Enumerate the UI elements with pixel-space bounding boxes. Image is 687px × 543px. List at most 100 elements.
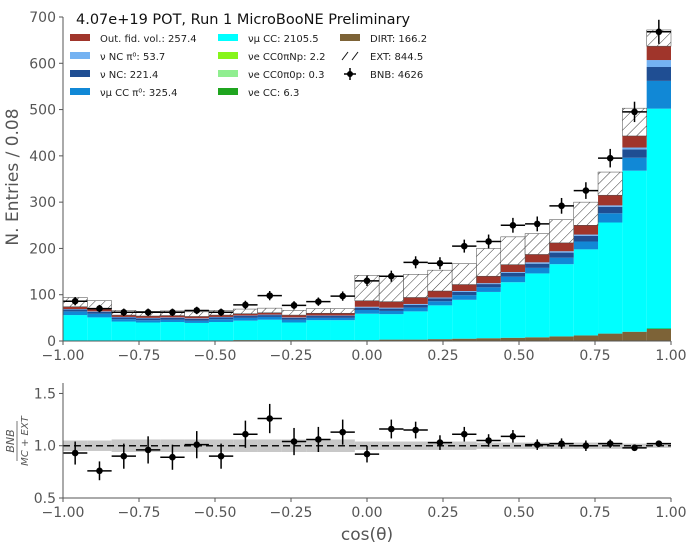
bar-5-3 (135, 317, 161, 319)
bar-3-0 (63, 311, 88, 316)
data-point (452, 239, 477, 253)
bar-6-16 (452, 284, 477, 292)
bar-0-17 (476, 338, 501, 341)
bar-4-11 (330, 316, 355, 318)
bar-6-21 (573, 225, 599, 235)
bar-4-18 (500, 272, 526, 277)
series-3 (63, 80, 671, 323)
bar-6-9 (281, 315, 307, 318)
bar-4-9 (281, 317, 307, 320)
band-segment (257, 439, 282, 452)
bar-4-24 (646, 66, 671, 81)
bar-5-19 (525, 262, 550, 264)
bar-4-12 (354, 307, 380, 310)
legend-swatch (340, 34, 360, 41)
x-tick-label: 0.75 (579, 348, 610, 364)
bar-6-24 (646, 46, 671, 61)
bar-2-18 (500, 282, 526, 338)
bar-3-16 (452, 295, 477, 300)
bar-2-8 (257, 319, 282, 341)
bar-0-24 (646, 328, 671, 341)
bnb-data-points (63, 19, 671, 317)
legend-swatch (218, 34, 238, 41)
chart-title: 4.07e+19 POT, Run 1 MicroBooNE Prelimina… (76, 12, 411, 28)
bar-4-14 (403, 304, 428, 308)
bar-4-0 (63, 309, 88, 312)
main-y-axis-label: N. Entries / 0.08 (3, 108, 23, 245)
bar-4-1 (87, 311, 112, 314)
bar-7-19 (524, 233, 550, 255)
bar-5-4 (160, 317, 185, 318)
x-tick-label: 0.50 (503, 348, 534, 364)
bar-2-4 (160, 322, 185, 341)
bar-6-13 (379, 301, 404, 308)
bar-0-13 (379, 339, 404, 341)
bar-4-4 (160, 317, 185, 320)
y-tick-label: 200 (29, 241, 56, 257)
legend: Out. fid. vol.: 257.4 ν NC π⁰: 53.7 ν NC: … (70, 34, 427, 99)
x-tick-label: −0.50 (194, 348, 237, 364)
data-point (257, 291, 282, 301)
bar-7-11 (330, 308, 356, 314)
series-5 (63, 60, 671, 319)
bar-2-14 (403, 311, 428, 340)
bar-6-12 (354, 300, 380, 307)
bar-6-3 (135, 316, 161, 318)
ratio-point (500, 430, 526, 443)
bar-4-23 (622, 149, 647, 158)
bar-2-21 (573, 249, 599, 336)
bar-7-10 (305, 308, 331, 314)
bar-3-20 (549, 257, 574, 265)
x-tick-label: −0.75 (118, 505, 161, 521)
x-tick-label: −0.25 (270, 348, 313, 364)
data-point (233, 300, 258, 310)
legend-item: ν NC: 221.4 (70, 70, 158, 81)
ratio-point (233, 420, 258, 448)
bar-5-11 (330, 315, 355, 317)
band-segment (500, 442, 526, 449)
bar-5-2 (111, 316, 136, 318)
bar-7-15 (427, 269, 453, 292)
y-tick-label: 100 (29, 288, 56, 304)
bar-5-6 (208, 316, 234, 318)
data-point (598, 148, 623, 168)
ratio-x-ticks: −1.00 −0.75 −0.50 −0.25 0.00 0.25 0.50 0.75 1.00 (42, 498, 687, 521)
ratio-y-ticks: 0.5 1.0 1.5 (34, 386, 63, 507)
legend-item: Out. fid. vol.: 257.4 (70, 34, 197, 45)
ratio-point (573, 440, 599, 451)
bar-7-18 (500, 236, 526, 265)
ratio-y-axis-label: BNB MC + EXT (4, 415, 31, 466)
bar-5-17 (476, 283, 501, 285)
bar-7-8 (257, 307, 283, 314)
bar-2-22 (598, 222, 623, 334)
data-point (330, 291, 355, 301)
bar-5-22 (598, 205, 623, 207)
bar-2-20 (549, 264, 574, 337)
bar-3-10 (306, 317, 331, 321)
bar-2-16 (452, 299, 477, 339)
bar-6-17 (476, 276, 501, 284)
bar-5-12 (354, 306, 380, 308)
bar-2-9 (281, 322, 307, 341)
ratio-point (525, 439, 550, 450)
legend-swatch (218, 52, 238, 59)
ratio-point (427, 435, 453, 450)
bar-6-10 (306, 313, 331, 316)
bar-5-7 (233, 315, 258, 317)
legend-swatch (341, 51, 349, 61)
bar-3-8 (257, 316, 282, 320)
data-point (476, 234, 501, 249)
main-panel: −1.00 −0.75 −0.50 −0.25 0.00 0.25 0.50 0.75 1.00… (3, 10, 687, 364)
legend-item: ν NC π⁰: 53.7 (70, 52, 165, 63)
ratio-point (160, 444, 185, 470)
bar-2-23 (622, 170, 647, 332)
legend-label: νe CC: 6.3 (248, 88, 299, 99)
y-tick-label: 700 (29, 10, 56, 26)
bar-0-16 (452, 338, 477, 341)
bar-2-17 (476, 291, 501, 339)
bar-3-24 (646, 80, 671, 109)
bar-5-9 (281, 317, 307, 318)
bar-2-0 (63, 315, 88, 341)
bar-0-23 (622, 331, 647, 341)
